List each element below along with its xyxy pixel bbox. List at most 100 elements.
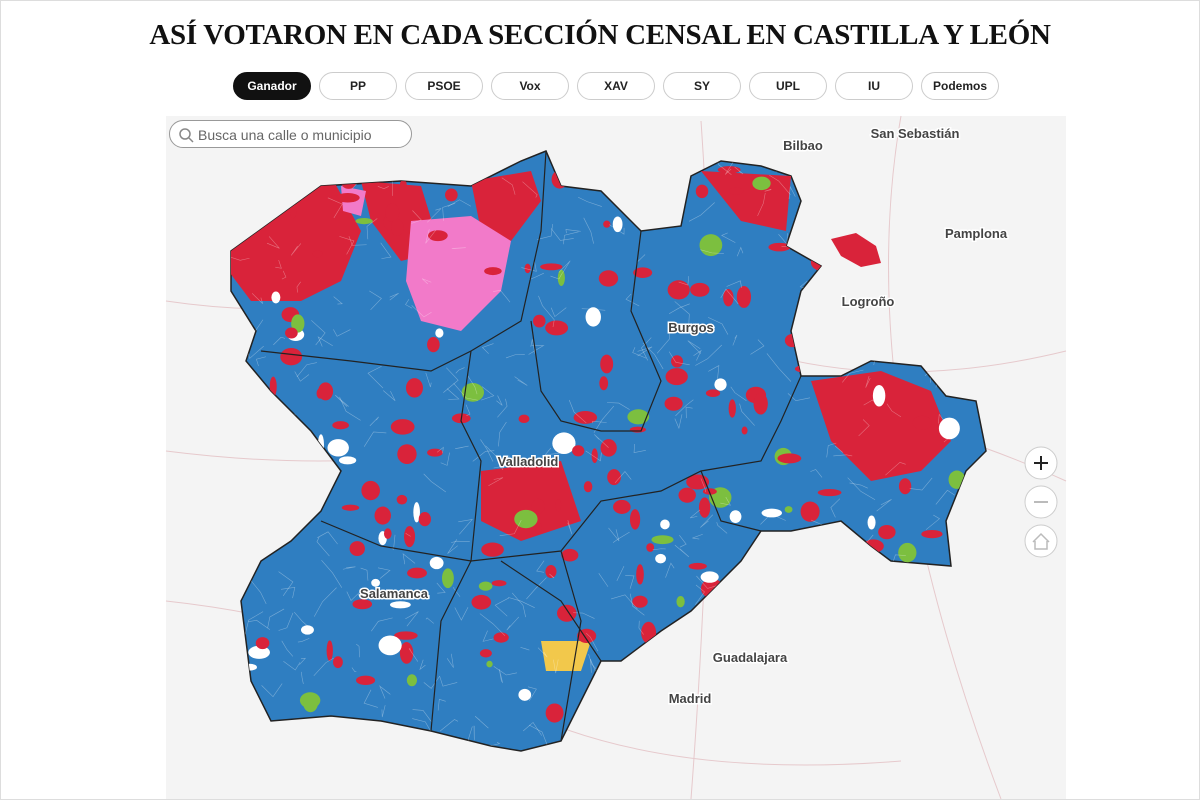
section-border xyxy=(833,454,853,457)
section-blob xyxy=(406,674,418,687)
section-blob xyxy=(327,439,349,457)
section-blob xyxy=(493,632,509,643)
section-border xyxy=(766,353,792,382)
section-border xyxy=(423,473,447,493)
place-label: Burgos xyxy=(668,320,714,335)
section-border xyxy=(296,362,317,378)
tab[interactable]: Vox xyxy=(491,72,569,100)
section-border xyxy=(451,540,470,543)
section-border xyxy=(313,657,334,676)
section-border xyxy=(528,686,537,701)
section-border xyxy=(447,539,458,554)
section-border xyxy=(356,643,360,658)
section-border xyxy=(720,288,739,305)
section-blob xyxy=(338,456,357,465)
section-border xyxy=(521,260,537,272)
section-border xyxy=(593,405,615,433)
section-border xyxy=(549,573,555,579)
tab[interactable]: PP xyxy=(319,72,397,100)
section-border xyxy=(695,344,723,366)
red-area xyxy=(481,461,581,541)
section-blob xyxy=(518,414,530,424)
section-border xyxy=(736,246,744,257)
section-border xyxy=(244,611,264,635)
section-blob xyxy=(723,288,734,307)
section-border xyxy=(730,386,747,402)
section-border xyxy=(267,608,285,628)
section-blob xyxy=(728,399,736,418)
section-border xyxy=(436,582,446,594)
section-blob xyxy=(695,184,709,199)
section-border xyxy=(693,349,702,361)
section-blob xyxy=(800,501,820,522)
section-blob xyxy=(655,553,667,564)
section-blob xyxy=(291,314,305,333)
section-blob xyxy=(349,541,365,557)
tab[interactable]: SY xyxy=(663,72,741,100)
section-border xyxy=(612,531,630,543)
section-blob xyxy=(671,355,683,368)
section-border xyxy=(760,513,786,525)
section-border xyxy=(685,406,693,419)
tab[interactable]: PSOE xyxy=(405,72,483,100)
section-border xyxy=(514,376,528,386)
section-border xyxy=(573,612,595,619)
search-box[interactable]: Busca una calle o municipio xyxy=(169,120,412,148)
section-border xyxy=(847,477,876,500)
section-blob xyxy=(702,488,717,495)
section-border xyxy=(348,236,367,246)
section-border xyxy=(377,567,391,579)
section-border xyxy=(764,188,772,192)
tab[interactable]: Podemos xyxy=(921,72,999,100)
section-border xyxy=(726,280,742,288)
tab[interactable]: UPL xyxy=(749,72,827,100)
section-border xyxy=(716,522,728,534)
section-border xyxy=(248,577,267,605)
section-border xyxy=(465,404,471,416)
section-blob xyxy=(405,378,423,398)
section-border xyxy=(301,671,304,684)
section-blob xyxy=(867,515,876,530)
section-border xyxy=(408,648,419,662)
section-border xyxy=(453,383,478,401)
section-blob xyxy=(397,444,417,465)
tab[interactable]: IU xyxy=(835,72,913,100)
section-blob xyxy=(646,543,655,552)
section-border xyxy=(369,416,379,427)
section-border xyxy=(909,477,933,491)
section-border xyxy=(550,228,574,241)
section-border xyxy=(251,293,263,304)
section-blob xyxy=(613,499,631,514)
section-border xyxy=(299,657,307,665)
section-blob xyxy=(607,469,621,486)
home[interactable] xyxy=(1024,524,1058,558)
section-border xyxy=(522,722,542,736)
section-border xyxy=(381,705,386,718)
section-border xyxy=(616,566,625,581)
tab[interactable]: Ganador xyxy=(233,72,311,100)
section-blob xyxy=(572,445,585,457)
section-border xyxy=(563,231,579,245)
section-blob xyxy=(784,506,793,513)
section-border xyxy=(371,617,393,632)
place-label: Pamplona xyxy=(945,226,1008,241)
section-blob xyxy=(699,234,723,257)
section-border xyxy=(369,290,382,310)
section-border xyxy=(700,478,707,493)
section-border xyxy=(342,566,356,570)
section-border xyxy=(935,489,956,505)
section-border xyxy=(550,307,567,318)
section-blob xyxy=(600,354,614,374)
section-blob xyxy=(399,180,407,188)
section-border xyxy=(402,553,416,565)
section-border xyxy=(296,281,301,293)
section-blob xyxy=(280,347,303,366)
section-border xyxy=(439,719,459,732)
section-border xyxy=(439,676,458,687)
tab[interactable]: XAV xyxy=(577,72,655,100)
section-border xyxy=(585,450,602,462)
section-blob xyxy=(491,580,507,587)
section-border xyxy=(700,514,714,528)
section-border xyxy=(411,210,422,224)
section-border xyxy=(632,347,647,359)
